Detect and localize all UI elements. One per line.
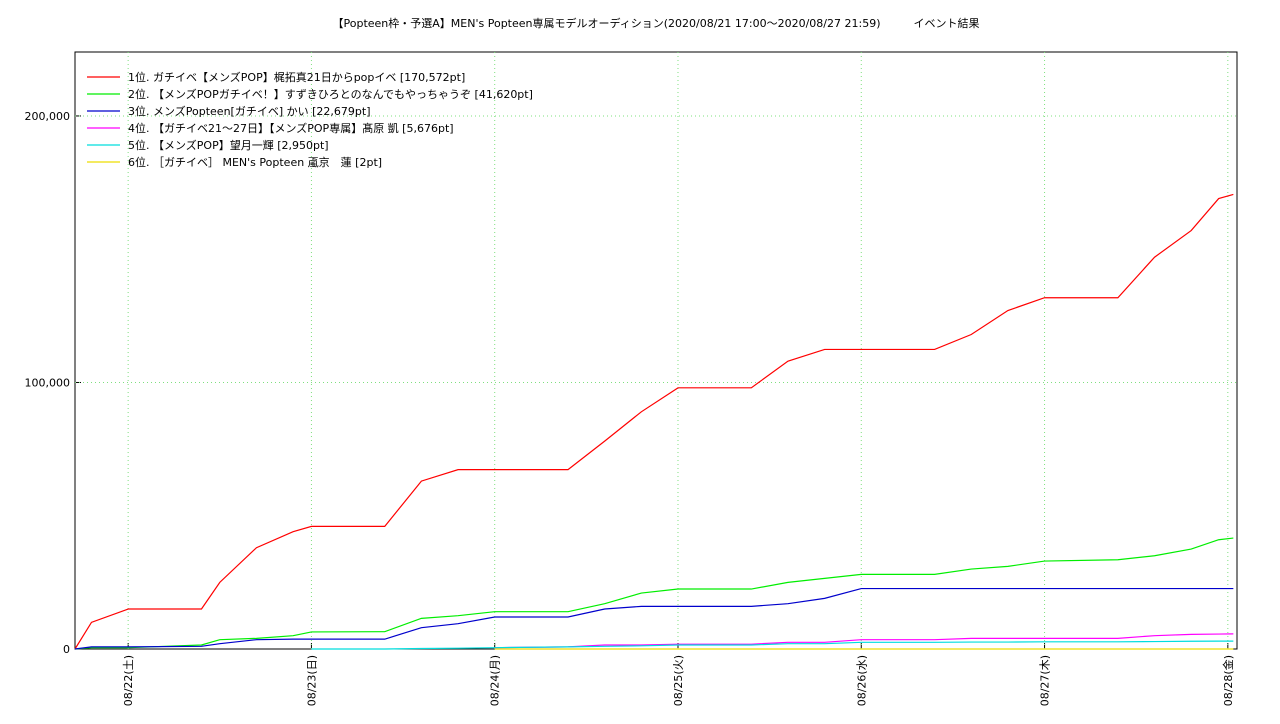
legend-label: 4位. 【ガチイベ21〜27日】【メンズPOP専属】髙原 凱 [5,676pt]: [128, 121, 454, 135]
series-line: [311, 641, 1233, 649]
x-tick-label: 08/28(金): [1221, 655, 1235, 706]
legend: 1位. ガチイベ【メンズPOP】梶拓真21日からpopイベ [170,572pt…: [87, 70, 533, 169]
y-tick-label: 200,000: [25, 110, 71, 123]
x-tick-label: 08/23(日): [305, 655, 318, 706]
y-tick-label: 100,000: [25, 376, 71, 389]
legend-label: 1位. ガチイベ【メンズPOP】梶拓真21日からpopイベ [170,572pt…: [128, 70, 465, 84]
series-line: [75, 194, 1233, 649]
chart-title: 【Popteen枠・予選A】MEN's Popteen専属モデルオーディション(…: [333, 16, 980, 30]
legend-label: 3位. メンズPopteen[ガチイベ] かい [22,679pt]: [128, 104, 371, 118]
legend-label: 5位. 【メンズPOP】望月一輝 [2,950pt]: [128, 138, 329, 152]
legend-label: 6位. ［ガチイベ］ MEN's Popteen 颪京 蓮 [2pt]: [128, 155, 382, 169]
x-tick-label: 08/24(月): [489, 655, 502, 706]
y-tick-label: 0: [63, 643, 70, 656]
series-line: [495, 634, 1234, 648]
x-tick-label: 08/25(火): [672, 655, 685, 706]
x-tick-label: 08/26(水): [855, 655, 868, 706]
x-tick-label: 08/22(土): [122, 655, 135, 706]
series-line: [75, 589, 1233, 649]
legend-label: 2位. 【メンズPOPガチイベ！】すずきひろとのなんでもやっちゃうぞ [41,6…: [128, 87, 533, 101]
x-tick-label: 08/27(木): [1039, 655, 1052, 706]
